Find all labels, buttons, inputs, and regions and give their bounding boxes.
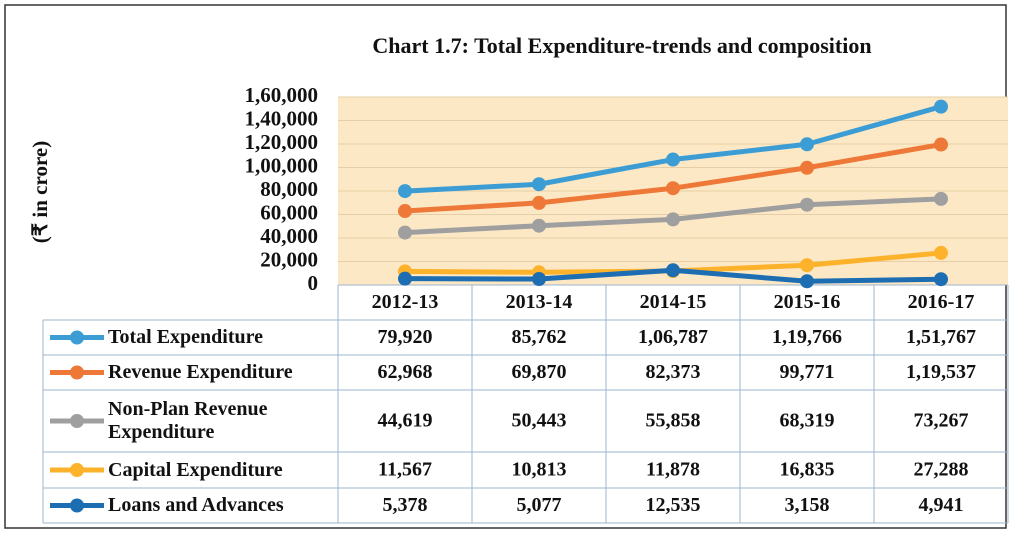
data-point	[398, 184, 412, 199]
data-point	[532, 218, 546, 233]
y-tick-label: 1,60,000	[245, 83, 319, 107]
table-value: 68,319	[780, 410, 835, 432]
x-tick-label: 2016-17	[908, 291, 975, 313]
table-value: 16,835	[780, 459, 835, 481]
data-point	[934, 137, 948, 152]
data-point	[666, 263, 680, 278]
legend-label: Loans and Advances	[108, 494, 284, 516]
data-point	[398, 204, 412, 219]
legend-label: Capital Expenditure	[108, 458, 283, 481]
y-tick-label: 80,000	[260, 177, 318, 201]
data-point	[800, 137, 814, 152]
data-point	[800, 274, 814, 289]
table-value: 1,06,787	[638, 326, 708, 348]
legend-label: Revenue Expenditure	[108, 361, 293, 383]
legend-marker	[70, 463, 84, 477]
table-value: 11,878	[646, 459, 700, 481]
table-value: 3,158	[785, 494, 830, 516]
table-value: 4,941	[919, 494, 964, 516]
data-point	[532, 195, 546, 210]
y-tick-label: 1,40,000	[245, 106, 319, 130]
table-value: 1,19,537	[906, 361, 976, 383]
data-point	[800, 160, 814, 175]
table-value: 12,535	[646, 494, 701, 516]
table-value: 82,373	[646, 361, 701, 383]
table-value: 5,077	[517, 494, 562, 516]
data-point	[532, 272, 546, 287]
data-point	[666, 152, 680, 167]
legend-label: Non-Plan Revenue Expenditure	[108, 398, 268, 443]
y-tick-label: 40,000	[260, 224, 318, 248]
legend-marker	[70, 414, 84, 428]
legend-label-box: Loans and Advances	[108, 494, 284, 516]
data-point	[666, 212, 680, 227]
y-axis-label: (₹ in crore)	[28, 141, 52, 243]
data-point	[800, 258, 814, 273]
x-tick-label: 2014-15	[640, 291, 707, 313]
legend-label-box: Revenue Expenditure	[108, 361, 293, 383]
table-value: 11,567	[378, 459, 432, 481]
data-point	[934, 99, 948, 114]
data-point	[934, 245, 948, 260]
table-value: 62,968	[378, 361, 433, 383]
data-point	[532, 177, 546, 192]
data-point	[934, 191, 948, 206]
table-value: 73,267	[914, 410, 969, 432]
data-point	[398, 225, 412, 240]
legend-marker	[70, 330, 84, 345]
legend-label-box: Total Expenditure	[108, 326, 264, 348]
y-tick-label: 1,20,000	[245, 130, 319, 154]
table-value: 69,870	[512, 361, 567, 383]
data-point	[800, 197, 814, 212]
x-tick-label: 2015-16	[774, 291, 841, 313]
table-value: 5,378	[383, 494, 428, 516]
table-value: 50,443	[512, 410, 567, 432]
chart-title: Chart 1.7: Total Expenditure-trends and …	[372, 33, 871, 58]
legend-marker	[70, 365, 84, 380]
legend-label: Total Expenditure	[108, 326, 264, 348]
y-tick-label: 0	[308, 271, 319, 295]
legend-marker	[70, 498, 84, 513]
legend-label-box: Capital Expenditure	[108, 458, 283, 481]
x-tick-label: 2013-14	[506, 291, 573, 313]
table-value: 10,813	[512, 459, 567, 481]
legend-label-box: Non-Plan Revenue Expenditure	[108, 398, 268, 443]
table-value: 85,762	[512, 326, 567, 348]
y-tick-label: 20,000	[260, 247, 318, 271]
table-value: 1,51,767	[906, 326, 976, 348]
x-tick-label: 2012-13	[372, 291, 439, 313]
data-point	[398, 271, 412, 286]
y-tick-label: 1,00,000	[245, 153, 319, 177]
data-point	[934, 272, 948, 287]
table-value: 99,771	[780, 361, 835, 383]
data-point	[666, 181, 680, 196]
table-value: 1,19,766	[772, 326, 842, 348]
table-value: 79,920	[378, 326, 433, 348]
y-tick-label: 60,000	[260, 200, 318, 224]
table-value: 55,858	[646, 410, 701, 432]
table-value: 44,619	[378, 410, 433, 432]
table-value: 27,288	[914, 459, 969, 481]
